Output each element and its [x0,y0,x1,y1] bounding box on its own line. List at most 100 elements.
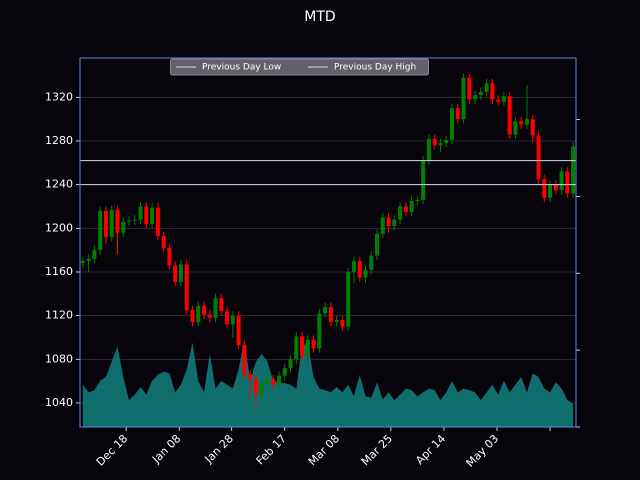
candle-body [115,209,120,233]
candle-body [473,95,478,100]
candle-body [305,339,310,357]
y-tick-label: 1160 [45,265,73,278]
candle-body [230,315,235,325]
candle-body [328,306,333,323]
candle-body [409,201,414,212]
candle-body [80,261,85,264]
candle-body [92,250,97,259]
candle-body [138,206,143,220]
candle-body [548,184,553,198]
candle-body [259,383,264,395]
legend-label: Previous Day High [334,63,416,73]
candle-body [496,99,501,102]
candle-body [513,121,518,135]
candle-body [398,206,403,220]
candle-body [507,96,512,135]
candle-body [276,375,281,385]
candle-body [415,199,420,202]
candle-body [571,146,576,194]
candle-body [432,138,437,146]
candle-body [421,160,426,200]
candle-body [236,315,241,346]
candle-body [375,233,380,256]
candle-body [103,210,108,238]
candle-body [173,265,178,282]
candle-body [323,306,328,314]
candle-body [530,119,535,136]
y-tick-label: 1240 [45,178,73,191]
candle-body [201,305,207,315]
candle-body [213,298,218,318]
candle-body [449,108,455,140]
y-tick-label: 1080 [45,352,73,365]
candle-body [536,135,541,180]
candle-body [294,336,299,360]
candle-body [403,206,408,212]
candle-body [386,217,391,227]
candle-body [478,91,483,96]
candle-body [392,219,397,227]
candle-body [242,345,247,375]
candle-body [311,339,316,349]
candle-body [144,206,149,224]
y-tick-label: 1280 [45,134,73,147]
plot-frame [79,57,577,428]
chart-title: MTD [304,9,335,25]
candle-body [519,121,524,125]
candle-body [524,119,529,125]
candle-body [248,374,253,379]
candle-body [219,298,224,312]
candle-body [127,220,132,222]
candle-body [340,320,345,327]
legend-label: Previous Day Low [202,63,281,73]
candle-body [334,320,339,323]
candle-body [380,217,385,234]
candle-body [167,247,172,266]
y-tick-label: 1040 [45,396,73,409]
candle-body [207,314,212,318]
legend: Previous Day Low Previous Day High [170,58,429,76]
y-tick-label: 1120 [45,309,73,322]
candle-body [363,269,368,278]
candle-body [121,221,126,233]
candle-body [444,139,449,144]
candle-body [265,378,270,384]
volume-area [82,338,574,427]
y-tick-label: 1320 [45,90,73,103]
candle-body [282,368,287,376]
candle-body [369,255,374,270]
candle-body [225,311,230,325]
candle-body [317,313,322,349]
candle-body [132,219,137,221]
candle-body [155,207,160,236]
candle-body [190,310,195,323]
candle-body [271,378,276,385]
candle-body [184,264,189,311]
candle-body [288,359,293,369]
legend-box [170,58,429,76]
candle-body [426,138,431,161]
candle-body [98,210,103,251]
candle-body [542,179,547,198]
candle-body [253,378,258,395]
candle-body [455,108,460,120]
candle-body [490,83,495,100]
candle-body [300,336,305,357]
candle-body [565,171,570,194]
candle-body [461,77,466,120]
y-tick-label: 1200 [45,221,73,234]
candle-body [438,143,443,146]
candle-body [150,207,155,224]
candle-body [467,77,472,100]
candle-body [161,235,166,248]
candle-body [196,305,201,323]
candle-body [178,264,183,282]
candle-body [484,83,489,92]
candle-body [351,261,356,272]
candle-body [501,96,506,102]
candle-body [109,209,114,238]
candle-body [357,261,362,278]
candle-body [559,171,564,191]
candle-body [86,258,91,262]
